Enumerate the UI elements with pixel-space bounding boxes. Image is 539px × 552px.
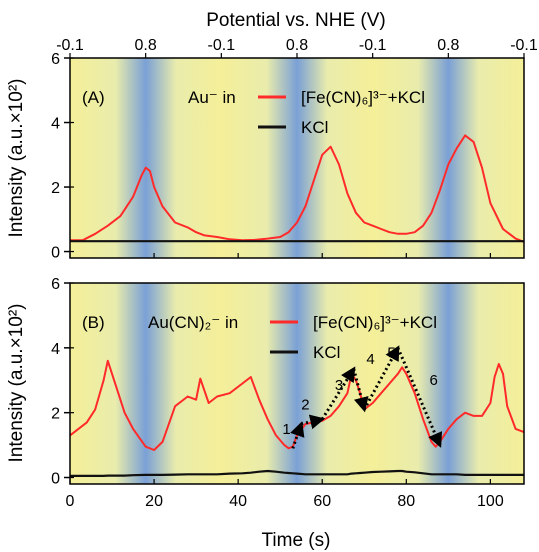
- x-tick-label-100: 100: [477, 493, 504, 510]
- legend-label-a-fecn-kcl: [Fe(CN)₆]³⁻+KCl: [301, 88, 425, 107]
- y-tick-label-b-2: 2: [51, 406, 60, 423]
- x-axis-title: Time (s): [262, 530, 331, 551]
- top-tick-label-0: -0.1: [56, 37, 84, 54]
- legend-label-b-kcl: KCl: [313, 343, 340, 362]
- plot-frame-b: [69, 282, 525, 485]
- top-tick-label-2: -0.1: [208, 37, 236, 54]
- annotation-arrow-5: [362, 345, 400, 411]
- y-axis-title-b: Intensity (a.u.×10²): [6, 304, 27, 463]
- annotation-label-4: 4: [366, 351, 374, 368]
- top-tick-label-3: 0.8: [286, 37, 308, 54]
- y-tick-label-b-6: 6: [51, 276, 60, 293]
- annotation-arrow-2: [300, 414, 326, 430]
- top-tick-label-6: -0.1: [510, 37, 538, 54]
- panel-label-a: (A): [82, 88, 105, 107]
- annotation-label-3: 3: [335, 377, 343, 394]
- series-line-b-kcl: [70, 469, 524, 477]
- annotation-arrow-1: [290, 421, 305, 449]
- annotation-label-5: 5: [387, 345, 395, 362]
- top-tick-label-5: 0.8: [437, 37, 459, 54]
- x-tick-label-60: 60: [313, 493, 331, 510]
- series-line-a-fecn-kcl: [70, 134, 525, 243]
- top-tick-label-4: -0.1: [359, 37, 387, 54]
- panel-label-b: (B): [82, 313, 105, 332]
- annotation-label-2: 2: [301, 396, 309, 413]
- legend-label-a-kcl: KCl: [301, 118, 328, 137]
- plot-background-b: [70, 283, 524, 484]
- x-tick-label-20: 20: [145, 493, 163, 510]
- x-tick-label-0: 0: [66, 493, 75, 510]
- plot-background-a: [70, 58, 524, 258]
- y-tick-label-a-6: 6: [51, 51, 60, 68]
- y-tick-label-a-4: 4: [51, 116, 60, 133]
- x-tick-label-40: 40: [229, 493, 247, 510]
- annotation-label-1: 1: [282, 421, 290, 438]
- legend-label-b-fecn-kcl: [Fe(CN)₆]³⁻+KCl: [313, 313, 437, 332]
- top-axis-title: Potential vs. NHE (V): [206, 10, 386, 31]
- top-tick-label-1: 0.8: [135, 37, 157, 54]
- y-axis-title-a: Intensity (a.u.×10²): [6, 79, 27, 238]
- x-tick-label-80: 80: [397, 493, 415, 510]
- legend-prefix-a: Au⁻ in: [188, 88, 236, 107]
- annotation-label-6: 6: [429, 372, 437, 389]
- y-tick-label-a-0: 0: [51, 245, 60, 262]
- y-tick-label-b-0: 0: [51, 471, 60, 488]
- legend-prefix-b: Au(CN)₂⁻ in: [148, 313, 238, 332]
- y-tick-label-b-4: 4: [51, 341, 60, 358]
- y-tick-label-a-2: 2: [51, 180, 60, 197]
- annotation-arrow-4: [352, 368, 369, 413]
